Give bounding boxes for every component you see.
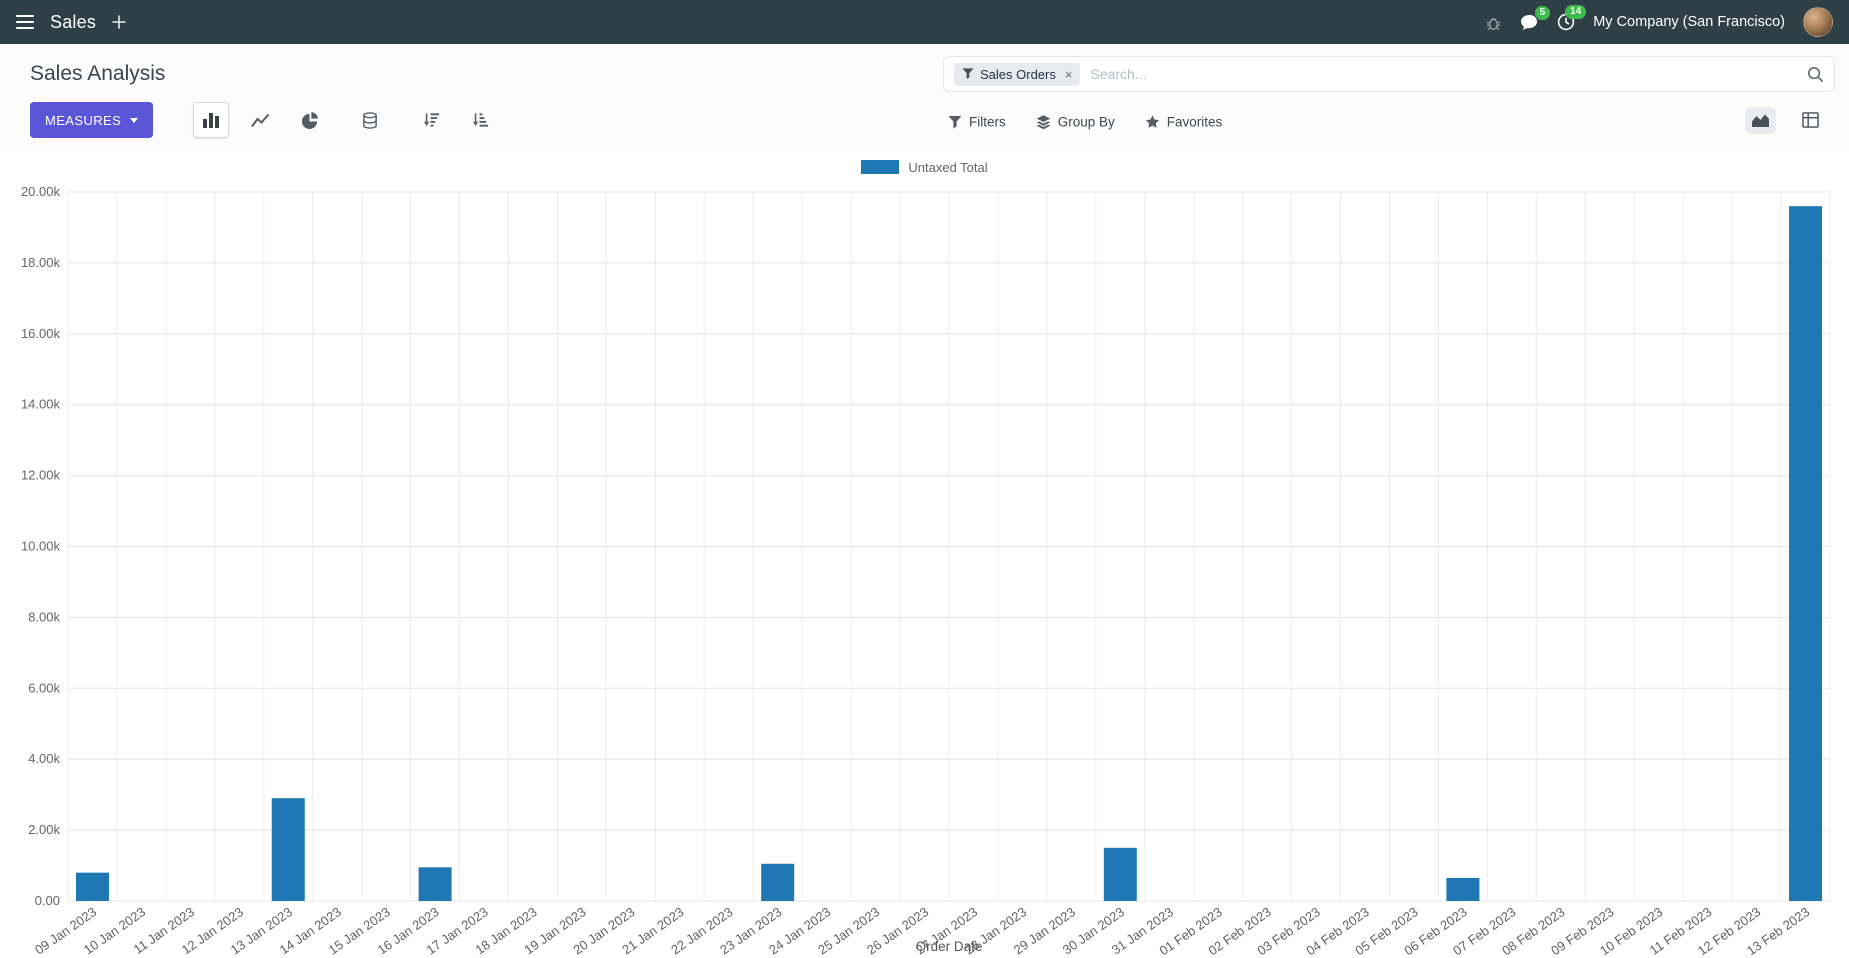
user-avatar[interactable] [1803, 7, 1833, 37]
bar-06 Feb 2023[interactable] [1446, 877, 1480, 901]
y-tick-label: 0.00 [35, 893, 60, 908]
measures-button[interactable]: MEASURES [30, 102, 154, 138]
bar-30 Jan 2023[interactable] [1103, 847, 1137, 901]
sort-desc-icon[interactable] [413, 102, 449, 138]
chart-legend[interactable]: Untaxed Total [18, 152, 1831, 182]
messages-icon[interactable]: 5 [1520, 5, 1551, 31]
bar-09 Jan 2023[interactable] [75, 872, 109, 901]
search-facet-label: Sales Orders [980, 66, 1056, 82]
menu-icon[interactable] [16, 15, 34, 29]
top-navbar: Sales 5 14 My Company (San Francisco) [0, 0, 1849, 44]
bar-16 Jan 2023[interactable] [418, 867, 452, 901]
favorites-label: Favorites [1166, 114, 1223, 130]
y-tick-label: 4.00k [28, 751, 60, 766]
sort-asc-icon[interactable] [462, 102, 498, 138]
search-bar[interactable]: Sales Orders × [943, 56, 1835, 92]
chevron-down-icon [130, 117, 139, 123]
search-facet[interactable]: Sales Orders × [954, 62, 1081, 86]
y-tick-label: 10.00k [21, 539, 61, 554]
bug-icon[interactable] [1485, 14, 1502, 31]
search-input[interactable] [1090, 66, 1807, 82]
favorites-button[interactable]: Favorites [1145, 114, 1223, 130]
y-tick-label: 18.00k [21, 255, 61, 270]
filter-facet-icon [962, 68, 974, 80]
legend-label: Untaxed Total [908, 159, 988, 175]
sales-analysis-chart: Untaxed Total 0.00 2.00k 4.00k 6.00k 8.00k 10… [18, 152, 1831, 958]
bar-13 Jan 2023[interactable] [271, 798, 305, 901]
y-tick-label: 6.00k [28, 680, 60, 695]
bar-13 Feb 2023[interactable] [1789, 206, 1823, 901]
y-tick-label: 2.00k [28, 822, 60, 837]
y-tick-label: 20.00k [21, 184, 61, 199]
y-tick-label: 8.00k [28, 609, 60, 624]
stacked-icon[interactable] [352, 102, 388, 138]
y-tick-label: 12.00k [21, 468, 61, 483]
legend-swatch [861, 160, 900, 174]
measures-label: MEASURES [45, 112, 122, 128]
messages-badge: 5 [1534, 5, 1551, 20]
group-by-button[interactable]: Group By [1036, 115, 1115, 130]
filter-icon [948, 115, 962, 128]
pie-chart-icon[interactable] [291, 102, 327, 138]
control-panel: Sales Analysis Sales Orders × MEASURES [0, 44, 1849, 148]
bar-chart-icon[interactable] [193, 102, 230, 138]
page-title: Sales Analysis [30, 62, 166, 85]
activities-badge: 14 [1565, 5, 1587, 19]
filters-button[interactable]: Filters [948, 115, 1006, 130]
company-switcher[interactable]: My Company (San Francisco) [1593, 14, 1785, 30]
group-by-label: Group By [1057, 114, 1115, 130]
y-tick-label: 16.00k [21, 326, 61, 341]
favorites-icon [1145, 115, 1159, 128]
app-name[interactable]: Sales [50, 11, 97, 32]
group-by-icon [1036, 115, 1050, 130]
facet-remove-icon[interactable]: × [1064, 66, 1073, 82]
y-tick-label: 14.00k [21, 397, 61, 412]
bar-23 Jan 2023[interactable] [761, 863, 795, 901]
search-icon[interactable] [1807, 66, 1824, 83]
graph-view-icon[interactable] [1745, 106, 1776, 134]
filters-label: Filters [969, 114, 1006, 130]
line-chart-icon[interactable] [242, 102, 278, 138]
plus-icon[interactable] [112, 15, 126, 29]
bar-chart-canvas: 0.00 2.00k 4.00k 6.00k 8.00k 10.00k 12.00k 14.0… [21, 184, 1831, 958]
pivot-view-icon[interactable] [1796, 106, 1825, 134]
activities-icon[interactable]: 14 [1557, 5, 1587, 31]
x-axis-title: Order Date [916, 939, 983, 954]
